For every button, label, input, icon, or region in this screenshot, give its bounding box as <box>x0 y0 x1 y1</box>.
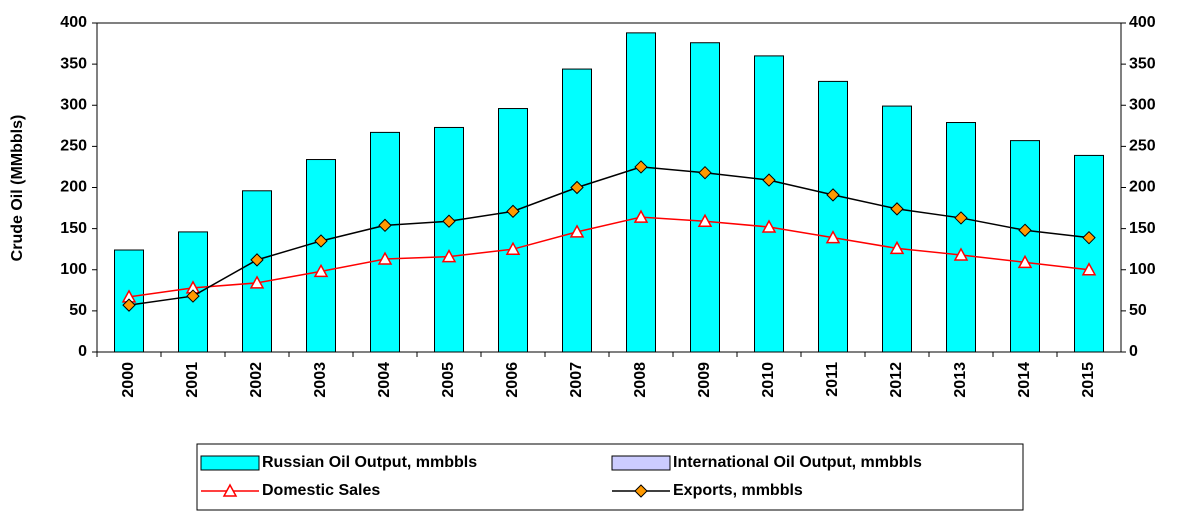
legend-marker <box>222 483 238 497</box>
y-tick-label: 50 <box>69 302 87 319</box>
bar <box>562 68 592 353</box>
x-tick-label: 2006 <box>504 362 521 398</box>
point-marker <box>825 230 841 244</box>
line <box>128 166 1090 306</box>
bar <box>754 55 784 353</box>
legend-box <box>196 443 1024 511</box>
point-marker <box>313 263 329 278</box>
y-tick-label: 300 <box>60 96 87 113</box>
point-marker <box>1017 254 1033 269</box>
x-tick-label: 2001 <box>184 362 201 398</box>
point-marker <box>186 289 200 303</box>
x-tick-label: 2009 <box>696 362 713 398</box>
legend-label: Domestic Sales <box>262 482 380 499</box>
point-marker <box>890 202 904 216</box>
y2-tick-label: 400 <box>1129 14 1156 31</box>
x-tick-label: 2014 <box>1016 362 1033 398</box>
bar <box>370 131 400 353</box>
point-marker <box>569 224 585 238</box>
legend-label: Russian Oil Output, mmbbls <box>262 454 477 471</box>
point-marker <box>889 240 905 255</box>
legend-swatch <box>200 455 260 471</box>
y2-tick-label: 250 <box>1129 138 1156 155</box>
bar <box>690 42 720 353</box>
y-tick-label: 250 <box>60 138 87 155</box>
point-marker <box>506 204 520 219</box>
point-marker <box>441 249 457 263</box>
point-marker <box>826 188 840 202</box>
y2-tick-label: 0 <box>1129 343 1138 360</box>
point-marker <box>505 241 521 255</box>
x-tick-label: 2010 <box>760 362 777 398</box>
point-marker <box>377 251 393 265</box>
point-marker <box>250 253 264 267</box>
bar <box>818 80 848 353</box>
x-tick-label: 2005 <box>440 362 457 398</box>
legend-marker <box>634 484 648 498</box>
legend-label: Exports, mmbbls <box>673 482 803 499</box>
point-marker <box>314 234 328 248</box>
bar <box>626 32 656 353</box>
y-tick-label: 100 <box>60 261 87 278</box>
legend-label: International Oil Output, mmbbls <box>673 454 922 471</box>
y-axis-label: Crude Oil (MMbbls) <box>9 115 26 262</box>
point-marker <box>953 247 969 261</box>
point-marker <box>762 173 776 187</box>
x-tick-label: 2008 <box>632 362 649 398</box>
point-marker <box>570 180 584 195</box>
point-marker <box>1082 230 1096 245</box>
y-tick-label: 0 <box>78 343 87 360</box>
bar <box>306 159 336 353</box>
bar <box>1010 140 1040 353</box>
x-tick-label: 2000 <box>120 362 137 398</box>
y-tick-label: 200 <box>60 179 87 196</box>
point-marker <box>698 165 712 180</box>
point-marker <box>1081 262 1097 276</box>
point-marker <box>122 298 136 312</box>
y2-tick-label: 350 <box>1129 55 1156 72</box>
bar <box>1074 154 1104 353</box>
point-marker <box>761 219 777 233</box>
point-marker <box>634 160 648 174</box>
point-marker <box>442 214 456 228</box>
legend-swatch <box>611 455 671 471</box>
point-marker <box>697 213 713 227</box>
y2-tick-label: 300 <box>1129 96 1156 113</box>
point-marker <box>378 218 392 233</box>
x-tick-label: 2015 <box>1080 362 1097 398</box>
bar <box>114 249 144 353</box>
x-tick-label: 2007 <box>568 362 585 398</box>
bar <box>498 108 528 353</box>
point-marker <box>633 209 649 223</box>
y-tick-label: 400 <box>60 14 87 31</box>
bar <box>882 105 912 353</box>
x-tick-label: 2004 <box>376 362 393 398</box>
x-tick-label: 2011 <box>824 362 841 397</box>
point-marker <box>1018 223 1032 237</box>
x-tick-label: 2013 <box>952 362 969 398</box>
y-tick-label: 150 <box>60 220 87 237</box>
x-tick-label: 2002 <box>248 362 265 398</box>
point-marker <box>249 275 265 289</box>
bar <box>242 190 272 353</box>
y-tick-label: 350 <box>60 55 87 72</box>
y2-tick-label: 100 <box>1129 261 1156 278</box>
x-tick-label: 2003 <box>312 362 329 398</box>
bar <box>946 122 976 353</box>
y2-tick-label: 50 <box>1129 302 1147 319</box>
bar <box>434 126 464 353</box>
line <box>128 216 1090 298</box>
x-tick-label: 2012 <box>888 362 905 398</box>
y2-tick-label: 200 <box>1129 179 1156 196</box>
point-marker <box>954 211 968 225</box>
y2-tick-label: 150 <box>1129 220 1156 237</box>
